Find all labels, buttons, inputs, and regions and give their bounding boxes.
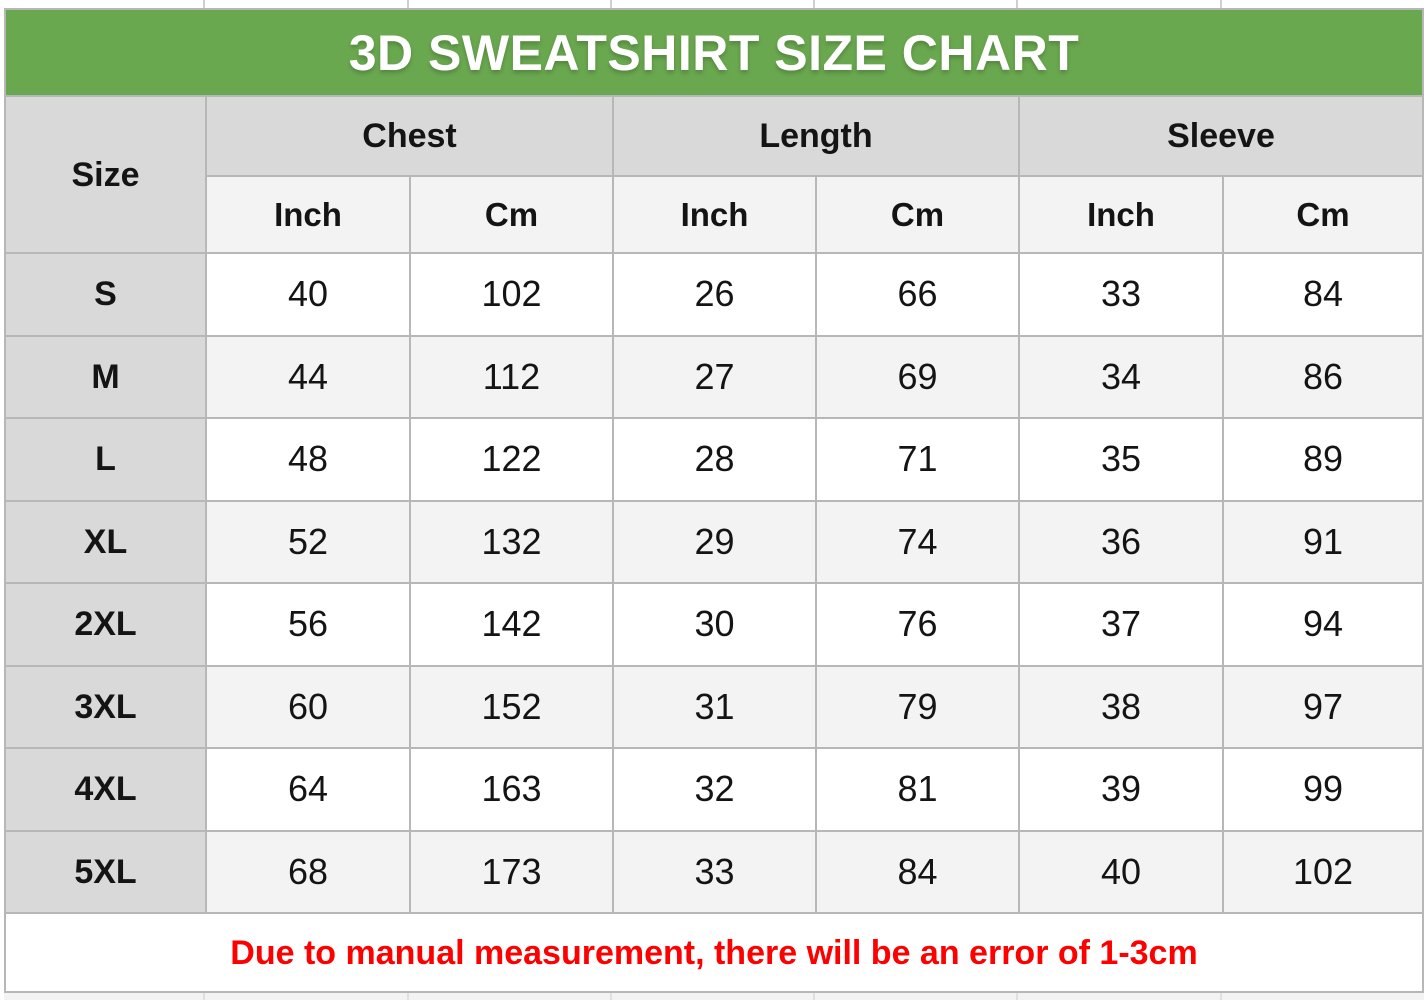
size-row-label: XL	[6, 501, 205, 582]
measurement-cell: 142	[411, 584, 612, 665]
measurement-cell: 30	[614, 584, 815, 665]
size-row-label: 4XL	[6, 749, 205, 830]
header-length-inch: Inch	[614, 177, 815, 252]
measurement-error-note: Due to manual measurement, there will be…	[6, 914, 1422, 991]
grid-cell-stub	[815, 0, 1016, 8]
grid-cell-stub	[1018, 0, 1220, 8]
measurement-cell: 112	[411, 336, 612, 417]
grid-cell-stub	[409, 0, 610, 8]
measurement-cell: 79	[817, 666, 1018, 747]
measurement-cell: 33	[614, 831, 815, 912]
measurement-cell: 102	[411, 254, 612, 335]
measurement-cell: 68	[207, 831, 409, 912]
grid-cell-stub	[1222, 0, 1424, 8]
grid-cell-stub	[1018, 993, 1220, 1000]
grid-cell-stub	[4, 993, 203, 1000]
measurement-cell: 122	[411, 419, 612, 500]
measurement-cell: 29	[614, 501, 815, 582]
grid-cell-stub	[409, 993, 610, 1000]
measurement-cell: 48	[207, 419, 409, 500]
measurement-cell: 39	[1020, 749, 1222, 830]
measurement-cell: 35	[1020, 419, 1222, 500]
measurement-cell: 91	[1224, 501, 1422, 582]
measurement-cell: 102	[1224, 831, 1422, 912]
measurement-cell: 89	[1224, 419, 1422, 500]
measurement-cell: 94	[1224, 584, 1422, 665]
measurement-cell: 84	[817, 831, 1018, 912]
spreadsheet-bottom-row-stub	[4, 993, 1424, 1000]
measurement-cell: 163	[411, 749, 612, 830]
grid-cell-stub	[612, 993, 813, 1000]
measurement-cell: 71	[817, 419, 1018, 500]
measurement-cell: 60	[207, 666, 409, 747]
measurement-cell: 28	[614, 419, 815, 500]
size-row-label: S	[6, 254, 205, 335]
header-chest-cm: Cm	[411, 177, 612, 252]
measurement-cell: 66	[817, 254, 1018, 335]
measurement-cell: 76	[817, 584, 1018, 665]
measurement-cell: 31	[614, 666, 815, 747]
grid-cell-stub	[1222, 993, 1424, 1000]
grid-cell-stub	[612, 0, 813, 8]
size-row-label: L	[6, 419, 205, 500]
measurement-cell: 33	[1020, 254, 1222, 335]
measurement-cell: 64	[207, 749, 409, 830]
grid-cell-stub	[4, 0, 203, 8]
measurement-cell: 38	[1020, 666, 1222, 747]
grid-cell-stub	[815, 993, 1016, 1000]
grid-cell-stub	[205, 0, 407, 8]
chart-title: 3D SWEATSHIRT SIZE CHART	[6, 10, 1422, 95]
measurement-cell: 74	[817, 501, 1018, 582]
size-row-label: 2XL	[6, 584, 205, 665]
measurement-cell: 99	[1224, 749, 1422, 830]
measurement-cell: 69	[817, 336, 1018, 417]
measurement-cell: 52	[207, 501, 409, 582]
header-length-cm: Cm	[817, 177, 1018, 252]
header-sleeve-cm: Cm	[1224, 177, 1422, 252]
measurement-cell: 81	[817, 749, 1018, 830]
size-row-label: 5XL	[6, 831, 205, 912]
measurement-cell: 40	[1020, 831, 1222, 912]
header-group-chest: Chest	[207, 97, 612, 175]
measurement-cell: 56	[207, 584, 409, 665]
header-sleeve-inch: Inch	[1020, 177, 1222, 252]
measurement-cell: 44	[207, 336, 409, 417]
size-chart-table: 3D SWEATSHIRT SIZE CHART Size Chest Leng…	[4, 8, 1424, 993]
measurement-cell: 32	[614, 749, 815, 830]
measurement-cell: 36	[1020, 501, 1222, 582]
header-group-sleeve: Sleeve	[1020, 97, 1422, 175]
grid-cell-stub	[205, 993, 407, 1000]
spreadsheet-top-row-stub	[4, 0, 1424, 8]
measurement-cell: 132	[411, 501, 612, 582]
size-row-label: 3XL	[6, 666, 205, 747]
measurement-cell: 27	[614, 336, 815, 417]
header-size: Size	[6, 97, 205, 252]
measurement-cell: 37	[1020, 584, 1222, 665]
header-chest-inch: Inch	[207, 177, 409, 252]
measurement-cell: 34	[1020, 336, 1222, 417]
measurement-cell: 86	[1224, 336, 1422, 417]
measurement-cell: 84	[1224, 254, 1422, 335]
measurement-cell: 26	[614, 254, 815, 335]
measurement-cell: 173	[411, 831, 612, 912]
header-group-length: Length	[614, 97, 1018, 175]
measurement-cell: 97	[1224, 666, 1422, 747]
size-row-label: M	[6, 336, 205, 417]
measurement-cell: 152	[411, 666, 612, 747]
measurement-cell: 40	[207, 254, 409, 335]
